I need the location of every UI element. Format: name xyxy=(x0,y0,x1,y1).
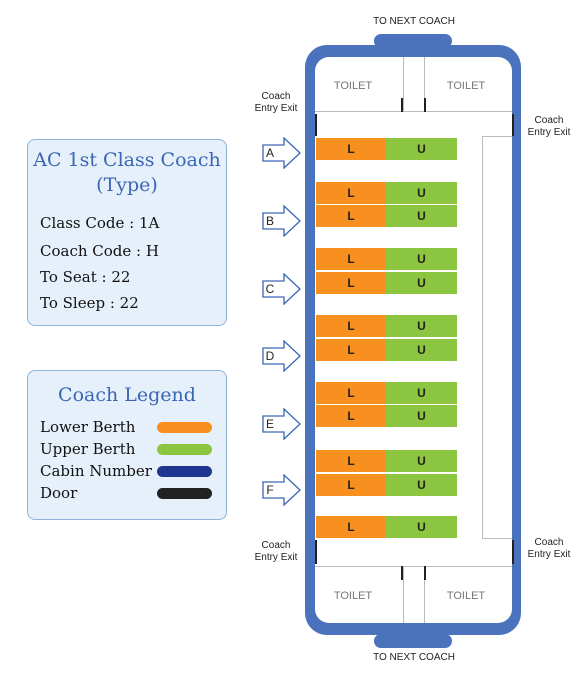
upper-berth[interactable]: U xyxy=(386,339,457,361)
upper-berth[interactable]: U xyxy=(386,474,457,496)
upper-berth[interactable]: U xyxy=(386,182,457,204)
aisle-wall-bottom xyxy=(482,538,512,539)
coach-type-title: AC 1st Class Coach (Type) xyxy=(28,148,226,198)
entry-exit-line1: Coach xyxy=(534,537,564,548)
upper-berth[interactable]: U xyxy=(386,205,457,227)
toilet-wall-bottom xyxy=(315,566,512,567)
legend-title: Coach Legend xyxy=(58,384,196,406)
cabin-f-arrow-icon[interactable] xyxy=(262,474,302,506)
aisle-wall-top xyxy=(482,136,512,137)
toilet-wall-top xyxy=(315,111,512,112)
lower-berth[interactable]: L xyxy=(316,182,386,204)
top-coach-connector xyxy=(374,34,452,48)
cabin-letter-c: C xyxy=(265,282,275,296)
coach-info-card: AC 1st Class Coach (Type) Class Code : 1… xyxy=(27,139,227,326)
toilet-divider-bottom xyxy=(424,566,425,623)
cabin-letter-d: D xyxy=(265,349,275,363)
lower-berth[interactable]: L xyxy=(316,315,386,337)
toilet-divider-top xyxy=(403,57,404,111)
legend-label: Cabin Number xyxy=(40,462,152,480)
door-swatch xyxy=(157,488,212,499)
aisle-wall xyxy=(482,136,483,538)
cabin-a-arrow-icon[interactable] xyxy=(262,137,302,169)
coach-type-title-line1: AC 1st Class Coach xyxy=(33,149,221,171)
toilet-door xyxy=(401,566,403,580)
entry-exit-line1: Coach xyxy=(261,540,291,551)
lower-berth[interactable]: L xyxy=(316,205,386,227)
entry-door-bottom-left xyxy=(315,540,317,564)
toilet-bottom-right: TOILET xyxy=(446,590,486,602)
upper-berth[interactable]: U xyxy=(386,516,457,538)
entry-exit-line2: Entry Exit xyxy=(527,127,571,138)
lower-berth[interactable]: L xyxy=(316,450,386,472)
coach-type-title-line2: (Type) xyxy=(96,174,158,196)
legend-label: Door xyxy=(40,484,78,502)
upper-berth[interactable]: U xyxy=(386,382,457,404)
cabin-letter-f: F xyxy=(266,483,274,497)
legend-item-door: Door xyxy=(40,484,212,502)
cabin-c-arrow-icon[interactable] xyxy=(262,273,302,305)
cabin-letter-e: E xyxy=(265,417,274,431)
upper-berth[interactable]: U xyxy=(386,248,457,270)
lower-berth[interactable]: L xyxy=(316,339,386,361)
entry-exit-line1: Coach xyxy=(261,91,291,102)
upper-berth[interactable]: U xyxy=(386,272,457,294)
entry-exit-bottom-right: Coach Entry Exit xyxy=(523,537,575,561)
entry-exit-line1: Coach xyxy=(534,115,564,126)
lower-berth[interactable]: L xyxy=(316,516,386,538)
upper-berth[interactable]: U xyxy=(386,450,457,472)
toilet-top-left: TOILET xyxy=(333,80,373,92)
entry-exit-line2: Entry Exit xyxy=(254,552,298,563)
toilet-divider-top xyxy=(424,57,425,111)
cabin-b-arrow-icon[interactable] xyxy=(262,205,302,237)
legend-item-cabin-number: Cabin Number xyxy=(40,462,212,480)
cabin-letter-b: B xyxy=(265,214,274,228)
to-seat: To Seat : 22 xyxy=(40,268,131,286)
legend-label: Lower Berth xyxy=(40,418,136,436)
entry-exit-bottom-left: Coach Entry Exit xyxy=(250,540,302,564)
entry-door-top-right xyxy=(512,114,514,136)
toilet-door xyxy=(424,566,426,580)
toilet-door xyxy=(424,98,426,112)
lower-berth[interactable]: L xyxy=(316,138,386,160)
legend-card: Coach Legend Lower Berth Upper Berth Cab… xyxy=(27,370,227,520)
lower-berth[interactable]: L xyxy=(316,382,386,404)
to-next-coach-top-label: TO NEXT COACH xyxy=(373,16,455,27)
toilet-door xyxy=(401,98,403,112)
to-sleep: To Sleep : 22 xyxy=(40,294,139,312)
entry-exit-top-left: Coach Entry Exit xyxy=(250,91,302,115)
entry-door-top-left xyxy=(315,114,317,136)
toilet-divider-bottom xyxy=(403,566,404,623)
lower-berth[interactable]: L xyxy=(316,474,386,496)
lower-berth[interactable]: L xyxy=(316,405,386,427)
entry-exit-line2: Entry Exit xyxy=(527,549,571,560)
legend-label: Upper Berth xyxy=(40,440,136,458)
toilet-top-right: TOILET xyxy=(446,80,486,92)
lower-berth[interactable]: L xyxy=(316,248,386,270)
class-code: Class Code : 1A xyxy=(40,214,160,232)
entry-exit-top-right: Coach Entry Exit xyxy=(523,115,575,139)
coach-code: Coach Code : H xyxy=(40,242,159,260)
lower-berth-swatch xyxy=(157,422,212,433)
bottom-coach-connector xyxy=(374,634,452,648)
cabin-letter-a: A xyxy=(265,146,274,160)
toilet-bottom-left: TOILET xyxy=(333,590,373,602)
to-next-coach-bottom-label: TO NEXT COACH xyxy=(373,652,455,663)
cabin-d-arrow-icon[interactable] xyxy=(262,340,302,372)
entry-door-bottom-right xyxy=(512,540,514,564)
upper-berth[interactable]: U xyxy=(386,315,457,337)
cabin-e-arrow-icon[interactable] xyxy=(262,408,302,440)
cabin-number-swatch xyxy=(157,466,212,477)
lower-berth[interactable]: L xyxy=(316,272,386,294)
upper-berth-swatch xyxy=(157,444,212,455)
upper-berth[interactable]: U xyxy=(386,405,457,427)
legend-item-upper-berth: Upper Berth xyxy=(40,440,212,458)
legend-item-lower-berth: Lower Berth xyxy=(40,418,212,436)
upper-berth[interactable]: U xyxy=(386,138,457,160)
entry-exit-line2: Entry Exit xyxy=(254,103,298,114)
